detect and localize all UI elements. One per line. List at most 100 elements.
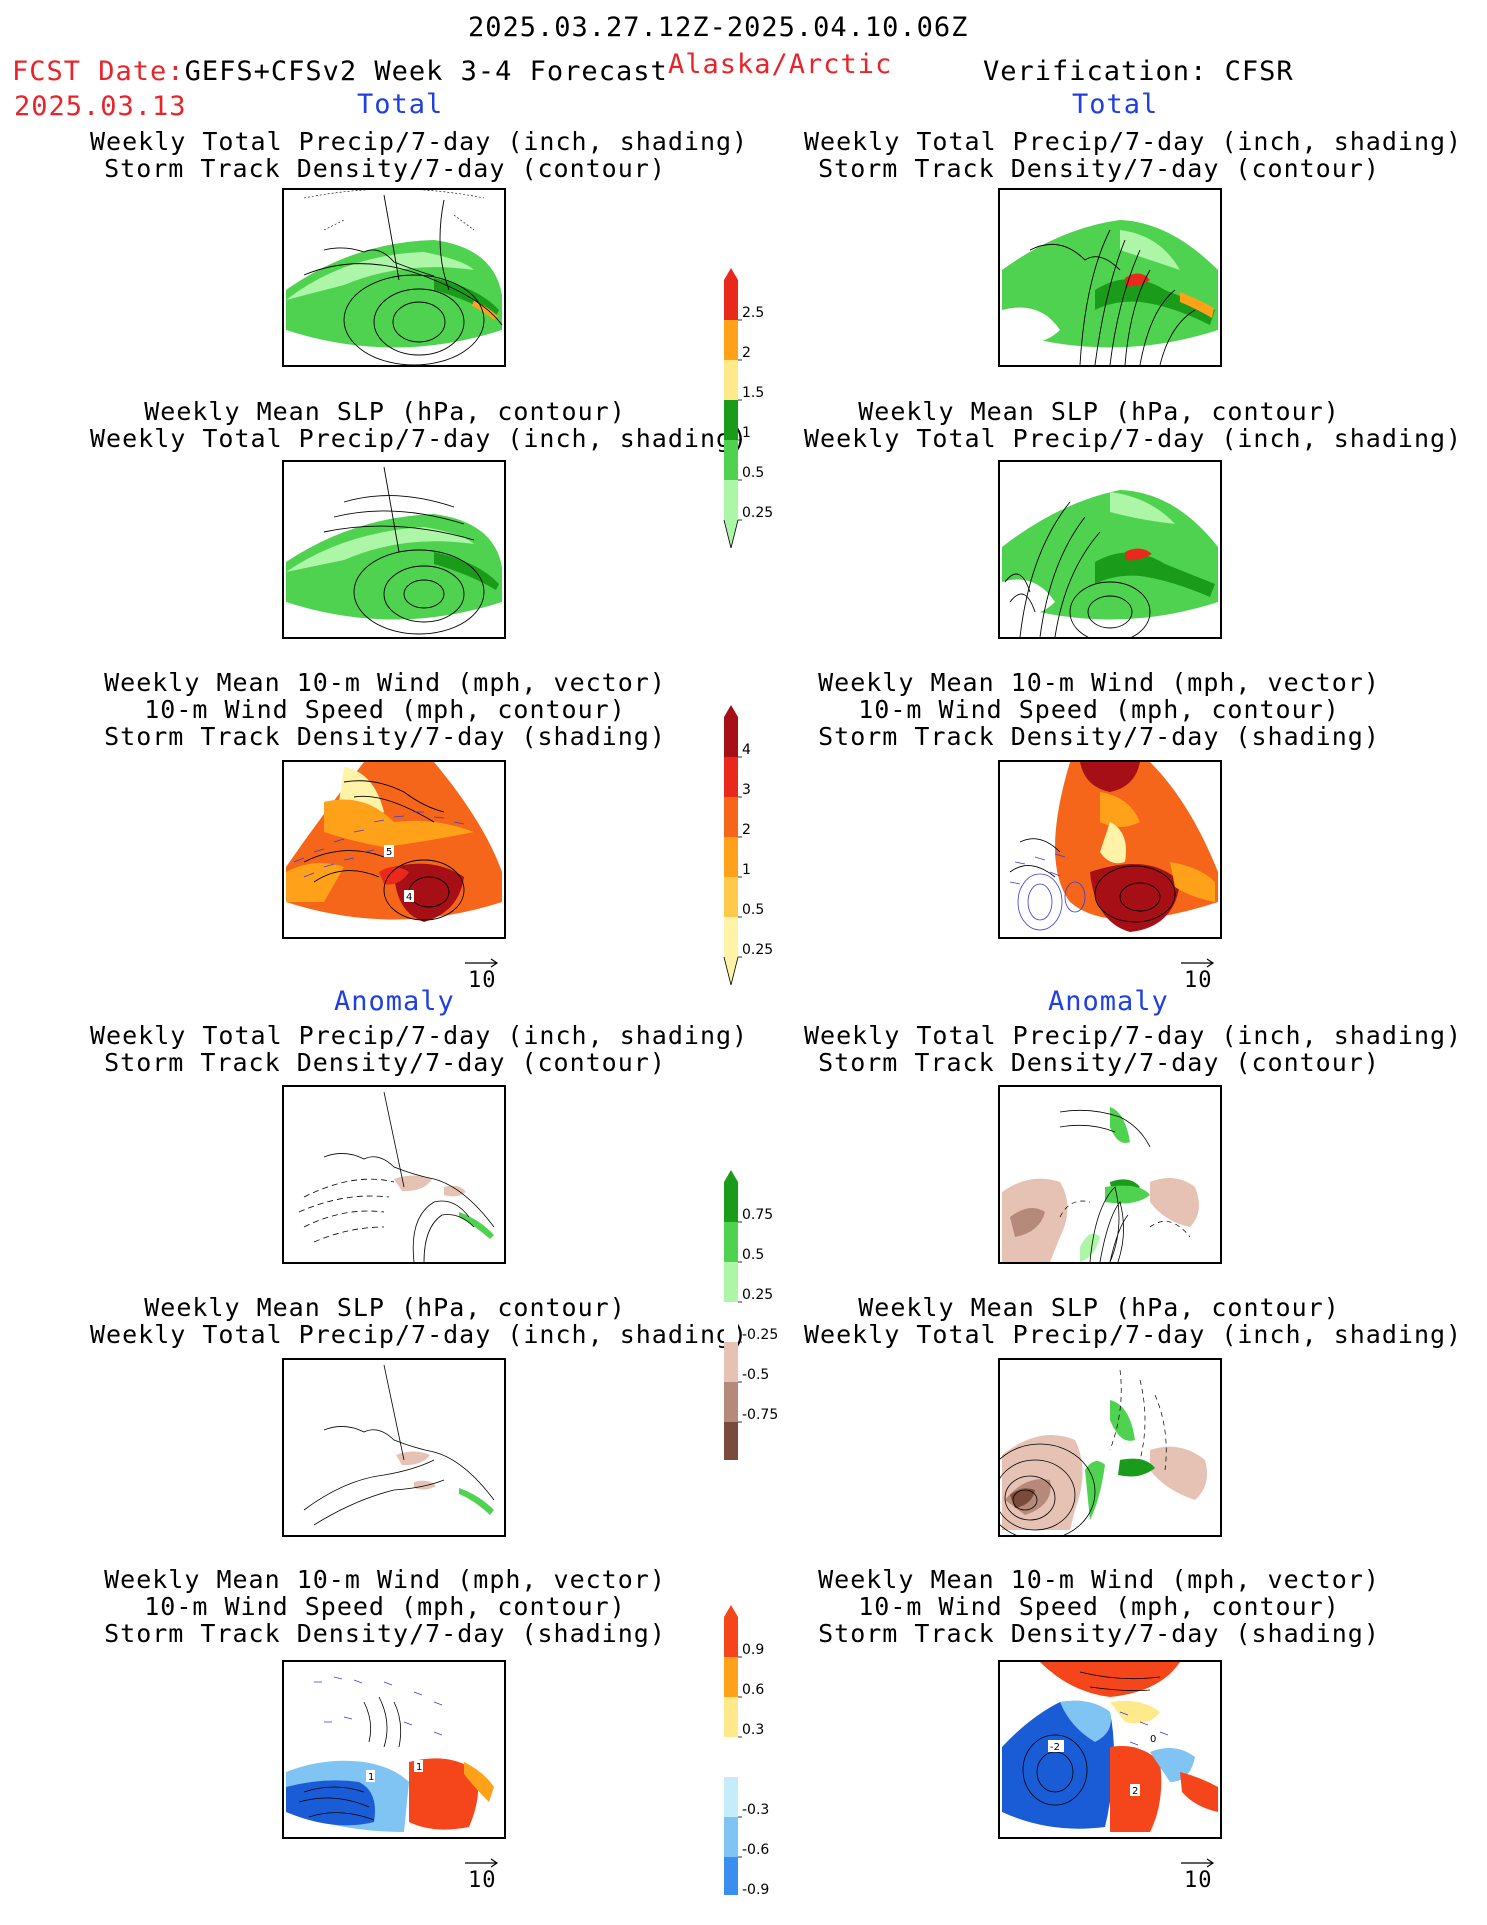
colorbar-precip-total-label: 2	[742, 345, 751, 361]
colorbar-precip-total-bottom-arrow	[723, 519, 739, 549]
colorbar-storm-total-label: 0.5	[742, 902, 764, 918]
colorbar-precip-total: 2.5 2 1.5 1 0.5 0.25	[722, 268, 792, 558]
map-fc-anom-precip	[282, 1085, 506, 1264]
colorbar-storm-anom-swatch	[724, 1657, 738, 1697]
title-ob-total-precip: Weekly Total Precip/7-day (inch, shading…	[804, 127, 1463, 183]
map-ob-anom-precip	[998, 1085, 1222, 1264]
map-contour-label: -2	[1050, 1742, 1060, 1753]
colorbar-storm-total-swatch	[724, 877, 738, 917]
colorbar-precip-anom-swatch	[724, 1342, 738, 1382]
colorbar-storm-total-swatch	[724, 917, 738, 957]
title-ob-total-wind: Weekly Mean 10-m Wind (mph, vector) 10-m …	[818, 668, 1380, 751]
colorbar-storm-anom-label: -0.3	[742, 1802, 769, 1818]
map-ob-total-slp	[998, 460, 1222, 639]
colorbar-storm-total: 4 3 2 1 0.5 0.25	[722, 705, 792, 995]
map-ob-total-wind	[998, 760, 1222, 939]
map-fc-total-precip	[282, 188, 506, 367]
map-fc-total-slp	[282, 460, 506, 639]
map-contour-label: 2	[1132, 1786, 1138, 1797]
colorbar-precip-anom: 0.75 0.5 0.25 -0.25 -0.5 -0.75	[722, 1170, 792, 1490]
colorbar-storm-total-swatch	[724, 837, 738, 877]
colorbar-storm-anom-label: -0.9	[742, 1882, 769, 1895]
vector-ref-ob-total: 10	[1180, 953, 1216, 993]
title-ob-anom-slp: Weekly Mean SLP (hPa, contour) Weekly Tot…	[804, 1293, 1463, 1349]
vector-ref-fc-anom: 10	[464, 1853, 500, 1893]
colorbar-storm-anom-label: 0.6	[742, 1682, 764, 1698]
colorbar-storm-total-label: 3	[742, 782, 751, 798]
colorbar-storm-anom-swatch	[724, 1697, 738, 1737]
title-fc-total-wind: Weekly Mean 10-m Wind (mph, vector) 10-m …	[104, 668, 666, 751]
map-contour-label: 4	[406, 892, 412, 903]
section-anomaly-forecast: Anomaly	[334, 986, 455, 1017]
colorbar-storm-total-bottom-arrow	[723, 956, 739, 986]
colorbar-precip-anom-swatch	[724, 1302, 738, 1342]
title-fc-anom-slp: Weekly Mean SLP (hPa, contour) Weekly Tot…	[90, 1293, 749, 1349]
colorbar-storm-anom-swatch	[724, 1617, 738, 1657]
vector-ref-fc-total: 10	[464, 953, 500, 993]
colorbar-precip-total-label: 0.25	[742, 505, 773, 521]
colorbar-precip-total-swatch	[724, 280, 738, 320]
colorbar-storm-total-swatch	[724, 717, 738, 757]
colorbar-precip-anom-swatch	[724, 1222, 738, 1262]
colorbar-precip-anom-label: -0.25	[742, 1327, 778, 1343]
colorbar-storm-total-label: 4	[742, 742, 751, 758]
colorbar-storm-total-label: 1	[742, 862, 751, 878]
model-label: GEFS+CFSv2 Week 3-4 Forecast	[184, 56, 668, 87]
colorbar-storm-anom-swatch	[724, 1817, 738, 1857]
colorbar-precip-anom-swatch	[724, 1382, 738, 1422]
colorbar-storm-anom-swatch	[724, 1737, 738, 1777]
map-contour-label: 1	[368, 1772, 374, 1783]
colorbar-storm-total-label: 0.25	[742, 942, 773, 958]
map-contour-label: 0	[1150, 1734, 1156, 1745]
title-ob-anom-precip: Weekly Total Precip/7-day (inch, shading…	[804, 1021, 1463, 1077]
vector-arrow-icon	[465, 958, 499, 968]
section-total-forecast: Total	[357, 89, 444, 120]
colorbar-storm-anom-label: 0.3	[742, 1722, 764, 1738]
colorbar-storm-total-label: 2	[742, 822, 751, 838]
title-fc-anom-precip: Weekly Total Precip/7-day (inch, shading…	[90, 1021, 749, 1077]
fcst-date-line: FCST Date:GEFS+CFSv2 Week 3-4 Forecast	[12, 56, 668, 87]
colorbar-precip-anom-label: 0.5	[742, 1247, 764, 1263]
map-fc-anom-slp	[282, 1358, 506, 1537]
title-fc-anom-wind: Weekly Mean 10-m Wind (mph, vector) 10-m …	[104, 1565, 666, 1648]
region-label: Alaska/Arctic	[668, 49, 893, 80]
colorbar-precip-anom-swatch	[724, 1182, 738, 1222]
map-ob-anom-slp	[998, 1358, 1222, 1537]
colorbar-storm-total-swatch	[724, 757, 738, 797]
colorbar-precip-total-swatch	[724, 480, 738, 520]
colorbar-precip-total-label: 1	[742, 425, 751, 441]
fcst-date-label: FCST Date:	[12, 56, 185, 87]
colorbar-precip-anom-label: 0.75	[742, 1207, 773, 1223]
vector-arrow-icon	[1181, 1858, 1215, 1868]
map-contour-label: 1	[416, 1762, 422, 1773]
map-ob-anom-wind: -2 0 2	[998, 1660, 1222, 1839]
colorbar-storm-anom: 0.9 0.6 0.3 -0.3 -0.6 -0.9	[722, 1605, 792, 1925]
vector-arrow-icon	[465, 1858, 499, 1868]
colorbar-precip-total-swatch	[724, 360, 738, 400]
fcst-date-value: 2025.03.13	[14, 91, 187, 122]
vector-ref-ob-anom: 10	[1180, 1853, 1216, 1893]
colorbar-precip-anom-label: -0.5	[742, 1367, 769, 1383]
colorbar-precip-total-swatch	[724, 440, 738, 480]
map-fc-total-wind: 5 4	[282, 760, 506, 939]
colorbar-storm-total-top-arrow	[724, 705, 738, 717]
verification-label: Verification: CFSR	[983, 56, 1294, 87]
colorbar-storm-total-swatch	[724, 797, 738, 837]
section-anomaly-verification: Anomaly	[1048, 986, 1169, 1017]
date-range-title: 2025.03.27.12Z-2025.04.10.06Z	[468, 12, 969, 43]
title-ob-total-slp: Weekly Mean SLP (hPa, contour) Weekly Tot…	[804, 397, 1463, 453]
colorbar-precip-total-label: 2.5	[742, 305, 764, 321]
title-fc-total-slp: Weekly Mean SLP (hPa, contour) Weekly Tot…	[90, 397, 749, 453]
colorbar-storm-anom-swatch	[724, 1857, 738, 1897]
map-contour-label: 5	[386, 847, 392, 858]
colorbar-precip-total-label: 0.5	[742, 465, 764, 481]
colorbar-precip-total-top-arrow	[724, 268, 738, 280]
map-ob-total-precip	[998, 188, 1222, 367]
colorbar-precip-total-swatch	[724, 400, 738, 440]
colorbar-precip-total-swatch	[724, 320, 738, 360]
vector-arrow-icon	[1181, 958, 1215, 968]
colorbar-precip-anom-top-arrow	[724, 1170, 738, 1182]
section-total-verification: Total	[1072, 89, 1159, 120]
title-ob-anom-wind: Weekly Mean 10-m Wind (mph, vector) 10-m …	[818, 1565, 1380, 1648]
map-fc-anom-wind: 1 1	[282, 1660, 506, 1839]
